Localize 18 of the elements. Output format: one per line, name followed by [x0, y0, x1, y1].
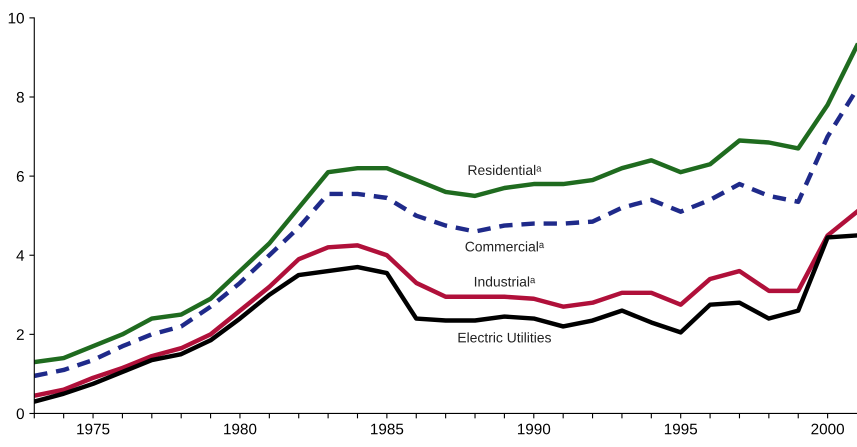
y-tick-label: 0: [16, 408, 24, 420]
x-tick-label: 1985: [371, 424, 404, 434]
series-label: Industrialᵃ: [474, 276, 536, 287]
y-tick-label: 2: [16, 329, 24, 340]
y-tick-label: 8: [16, 92, 24, 103]
x-tick-label: 1975: [77, 424, 110, 434]
series-label: Electric Utilities: [458, 332, 551, 343]
x-tick-label: 1990: [518, 424, 550, 434]
y-tick-label: 10: [8, 12, 24, 24]
series-label: Residentialᵃ: [468, 164, 542, 176]
y-tick-label: 4: [16, 250, 24, 261]
x-tick-label: 2000: [811, 424, 844, 434]
x-tick-label: 1980: [224, 424, 256, 434]
line-series: [34, 209, 857, 398]
series-label: Commercialᵃ: [465, 241, 544, 252]
line-series: [34, 43, 857, 364]
y-tick-label: 6: [16, 170, 24, 182]
x-tick-label: 1995: [664, 424, 698, 434]
